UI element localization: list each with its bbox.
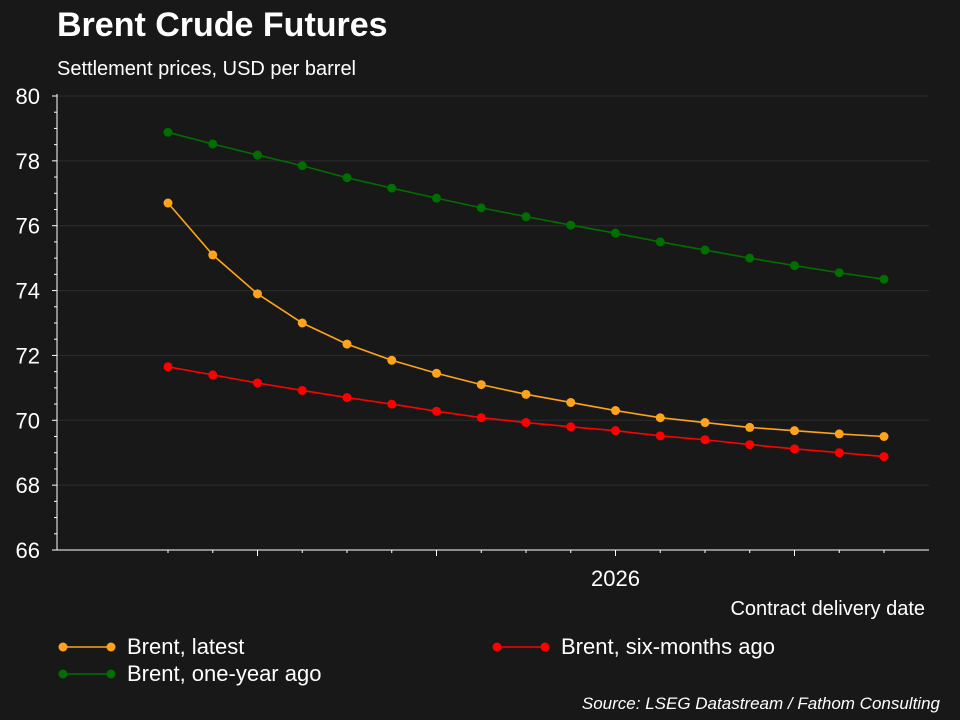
data-point — [611, 406, 620, 416]
legend-label-latest: Brent, latest — [127, 634, 245, 659]
data-point — [566, 422, 576, 432]
data-point — [253, 378, 262, 388]
legend-item-one-year: Brent, one-year ago — [57, 661, 321, 687]
data-point — [700, 245, 710, 255]
series-0 — [163, 198, 889, 441]
data-point — [432, 368, 441, 378]
data-point — [387, 355, 397, 365]
y-tick-label: 70 — [16, 408, 40, 433]
data-point — [297, 318, 307, 328]
data-point — [834, 429, 844, 439]
data-point — [790, 426, 799, 436]
data-point — [790, 444, 799, 454]
y-tick-label: 72 — [16, 343, 40, 368]
y-tick-label: 74 — [16, 279, 40, 304]
series-1 — [163, 362, 889, 462]
data-point — [208, 370, 218, 380]
data-point — [342, 393, 352, 403]
data-point — [879, 432, 889, 441]
data-point — [297, 385, 307, 395]
data-point — [611, 228, 620, 238]
data-point — [253, 289, 262, 299]
data-point — [476, 380, 486, 390]
data-point — [521, 212, 531, 222]
legend-item-latest: Brent, latest — [57, 634, 244, 660]
data-point — [432, 406, 441, 416]
data-point — [476, 203, 486, 213]
y-tick-label: 68 — [16, 473, 40, 498]
data-point — [342, 173, 352, 183]
data-point — [566, 397, 576, 407]
data-point — [745, 440, 755, 450]
data-point — [834, 268, 844, 278]
data-point — [387, 183, 397, 193]
data-point — [611, 426, 620, 436]
data-point — [700, 435, 710, 445]
data-point — [387, 399, 397, 409]
data-point — [163, 198, 173, 208]
data-point — [342, 339, 352, 349]
data-point — [834, 448, 844, 458]
data-point — [879, 274, 889, 284]
data-point — [163, 127, 173, 137]
data-point — [476, 413, 486, 423]
axes: 66 68 70 72 74 76 78 80 2026 Contract delivery da… — [16, 84, 929, 620]
legend-swatch-six-months — [492, 642, 550, 652]
data-point — [208, 250, 218, 260]
legend-swatch-latest — [58, 642, 116, 652]
data-point — [163, 362, 173, 372]
data-point — [521, 418, 531, 428]
series-2 — [163, 127, 889, 284]
data-point — [566, 220, 576, 230]
grid-lines — [57, 95, 929, 486]
y-tick-label: 66 — [16, 538, 40, 563]
legend-label-six-months: Brent, six-months ago — [561, 634, 775, 659]
chart-subtitle: Settlement prices, USD per barrel — [57, 58, 357, 80]
source-note: Source: LSEG Datastream / Fathom Consult… — [581, 694, 940, 713]
data-point — [700, 418, 710, 428]
data-point — [745, 253, 755, 263]
data-point — [208, 139, 218, 149]
data-point — [297, 161, 307, 171]
series-lines — [163, 127, 889, 462]
data-point — [879, 452, 889, 462]
y-tick-label: 78 — [16, 149, 40, 174]
data-point — [521, 389, 531, 399]
chart-title: Brent Crude Futures — [57, 6, 388, 44]
x-tick-label: 2026 — [591, 566, 640, 591]
data-point — [655, 431, 665, 441]
y-tick-label: 80 — [16, 84, 40, 109]
data-point — [790, 261, 799, 271]
legend-item-six-months: Brent, six-months ago — [491, 634, 775, 660]
legend-label-one-year: Brent, one-year ago — [127, 661, 322, 686]
series-line — [167, 131, 885, 281]
data-point — [655, 237, 665, 247]
data-point — [745, 422, 755, 432]
data-point — [253, 150, 262, 160]
series-line — [167, 202, 885, 438]
y-tick-label: 76 — [16, 214, 40, 239]
data-point — [655, 413, 665, 423]
x-axis-label: Contract delivery date — [730, 598, 925, 620]
series-line — [167, 365, 885, 458]
data-point — [432, 193, 441, 203]
legend-swatch-one-year — [58, 669, 116, 679]
